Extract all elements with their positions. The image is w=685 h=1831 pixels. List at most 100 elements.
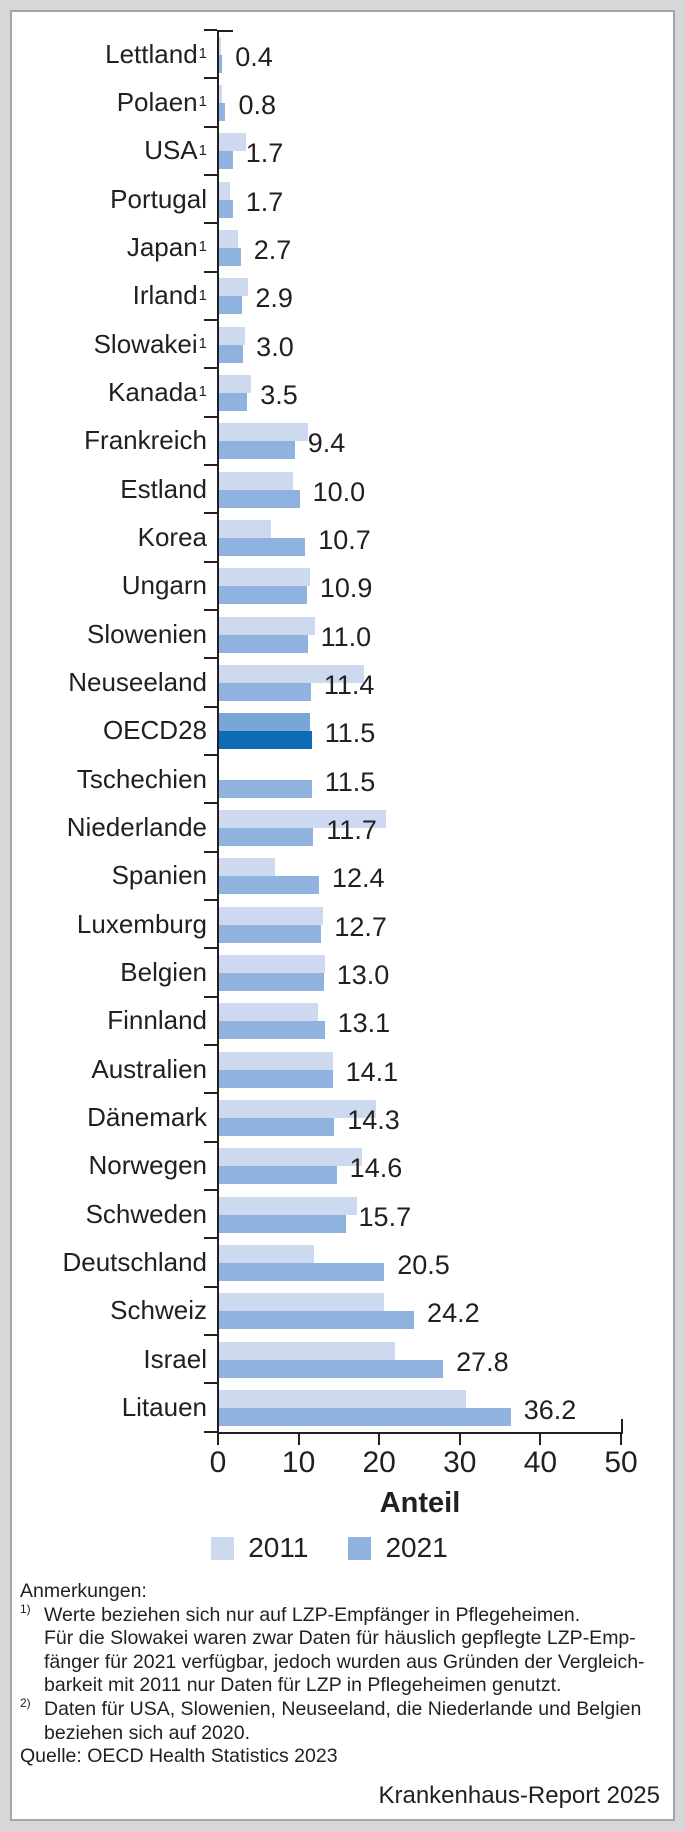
bar-2021 bbox=[219, 1311, 415, 1330]
x-tick-label: 50 bbox=[604, 1446, 638, 1479]
country-label: Schweiz bbox=[110, 1295, 207, 1326]
value-label: 3.0 bbox=[256, 331, 294, 362]
bar-2021 bbox=[219, 1021, 325, 1040]
country-label: Schweden bbox=[85, 1198, 207, 1229]
value-label: 13.0 bbox=[336, 959, 390, 990]
bar-2011 bbox=[219, 1244, 315, 1263]
x-tick bbox=[539, 1432, 542, 1445]
country-label: USA 1 bbox=[144, 135, 207, 166]
chart-panel bbox=[10, 10, 675, 1821]
bar-2021 bbox=[219, 247, 241, 266]
country-label: Ungarn bbox=[121, 570, 207, 601]
category-tick bbox=[204, 657, 217, 660]
country-label: Kanada 1 bbox=[108, 376, 207, 407]
value-label: 13.1 bbox=[337, 1008, 391, 1039]
category-tick bbox=[204, 222, 217, 225]
y-axis-top-cap bbox=[219, 30, 233, 32]
x-tick-label: 10 bbox=[281, 1446, 316, 1479]
bar-2011 bbox=[219, 519, 272, 538]
category-tick bbox=[204, 318, 217, 321]
value-label: 14.6 bbox=[349, 1153, 403, 1184]
bar-2011 bbox=[219, 1389, 466, 1408]
category-tick bbox=[204, 1285, 217, 1288]
country-label: Slowakei 1 bbox=[93, 328, 207, 359]
bar-2021 bbox=[219, 1262, 385, 1281]
value-label: 0.8 bbox=[238, 89, 276, 120]
x-tick-label: 0 bbox=[209, 1446, 227, 1479]
bar-2011 bbox=[219, 1341, 395, 1360]
bar-2011 bbox=[219, 713, 311, 732]
category-tick bbox=[204, 1382, 217, 1385]
value-label: 11.7 bbox=[326, 814, 377, 845]
category-tick bbox=[204, 1431, 217, 1433]
value-label: 14.3 bbox=[347, 1104, 400, 1135]
bar-2011 bbox=[219, 1148, 362, 1167]
footnote-line: fänger für 2021 verfügbar, jedoch wurden… bbox=[44, 1650, 645, 1673]
value-label: 3.5 bbox=[260, 379, 298, 410]
country-label: Polaen 1 bbox=[116, 86, 207, 117]
bar-2011 bbox=[219, 616, 315, 635]
category-tick bbox=[204, 512, 217, 515]
bar-2021 bbox=[219, 827, 314, 846]
country-label: Japan 1 bbox=[126, 231, 207, 262]
bar-2011 bbox=[219, 1293, 385, 1312]
category-tick bbox=[204, 1237, 217, 1240]
country-label: Australien bbox=[91, 1053, 207, 1084]
bar-2011 bbox=[219, 133, 247, 152]
country-label: Korea bbox=[137, 521, 207, 552]
value-label: 0.4 bbox=[235, 41, 273, 72]
value-label: 14.1 bbox=[345, 1056, 399, 1087]
value-label: 1.7 bbox=[245, 138, 284, 169]
category-tick bbox=[204, 995, 217, 998]
category-tick bbox=[204, 1188, 217, 1191]
category-tick bbox=[204, 753, 217, 756]
category-tick bbox=[204, 463, 217, 466]
value-label: 11.0 bbox=[320, 621, 372, 652]
bar-2021 bbox=[219, 731, 312, 750]
country-label: Irland 1 bbox=[132, 280, 207, 311]
value-label: 2.7 bbox=[253, 234, 292, 265]
x-tick bbox=[297, 1432, 300, 1445]
bar-2011 bbox=[219, 84, 223, 103]
bar-2011 bbox=[219, 906, 323, 925]
bar-2021 bbox=[219, 682, 311, 701]
value-label: 12.4 bbox=[331, 863, 385, 894]
x-tick-label: 40 bbox=[523, 1446, 558, 1479]
x-tick bbox=[217, 1432, 219, 1445]
country-label: Lettland 1 bbox=[105, 38, 207, 69]
category-tick bbox=[204, 367, 217, 370]
category-tick bbox=[204, 560, 217, 563]
bar-2011 bbox=[219, 1003, 319, 1022]
country-label: OECD28 bbox=[102, 715, 207, 746]
country-label: Israel bbox=[143, 1343, 207, 1374]
value-label: 15.7 bbox=[358, 1201, 412, 1232]
country-label: Estland bbox=[120, 473, 207, 504]
value-label: 10.9 bbox=[319, 573, 373, 604]
bar-2011 bbox=[219, 858, 276, 877]
bar-2021 bbox=[219, 392, 248, 411]
country-label: Tschechien bbox=[76, 763, 207, 794]
bar-2021 bbox=[219, 441, 295, 460]
footnote-line: barkeit mit 2011 nur Daten für LZP in Pf… bbox=[44, 1674, 562, 1697]
bar-2021 bbox=[219, 151, 233, 170]
category-tick bbox=[204, 705, 217, 708]
value-label: 24.2 bbox=[427, 1298, 480, 1329]
bar-2021 bbox=[219, 586, 307, 605]
legend: 2011 2021 bbox=[0, 1532, 685, 1564]
bar-2011 bbox=[219, 1051, 334, 1070]
bar-2011 bbox=[219, 374, 252, 393]
value-label: 11.5 bbox=[324, 718, 376, 749]
value-label: 1.7 bbox=[245, 186, 284, 217]
country-label: Slowenien bbox=[87, 618, 207, 649]
bar-2021 bbox=[219, 54, 223, 73]
country-label: Frankreich bbox=[84, 425, 207, 456]
footnote-line: Quelle: OECD Health Statistics 2023 bbox=[20, 1745, 338, 1768]
category-tick bbox=[204, 1333, 217, 1336]
bar-2021 bbox=[219, 537, 306, 556]
bar-2011 bbox=[219, 229, 239, 248]
legend-label: 2021 bbox=[385, 1532, 448, 1563]
bar-2021 bbox=[219, 779, 312, 798]
bar-2021 bbox=[219, 1117, 335, 1136]
footnote-line: 1) Werte beziehen sich nur auf LZP-Empfän… bbox=[20, 1602, 581, 1626]
